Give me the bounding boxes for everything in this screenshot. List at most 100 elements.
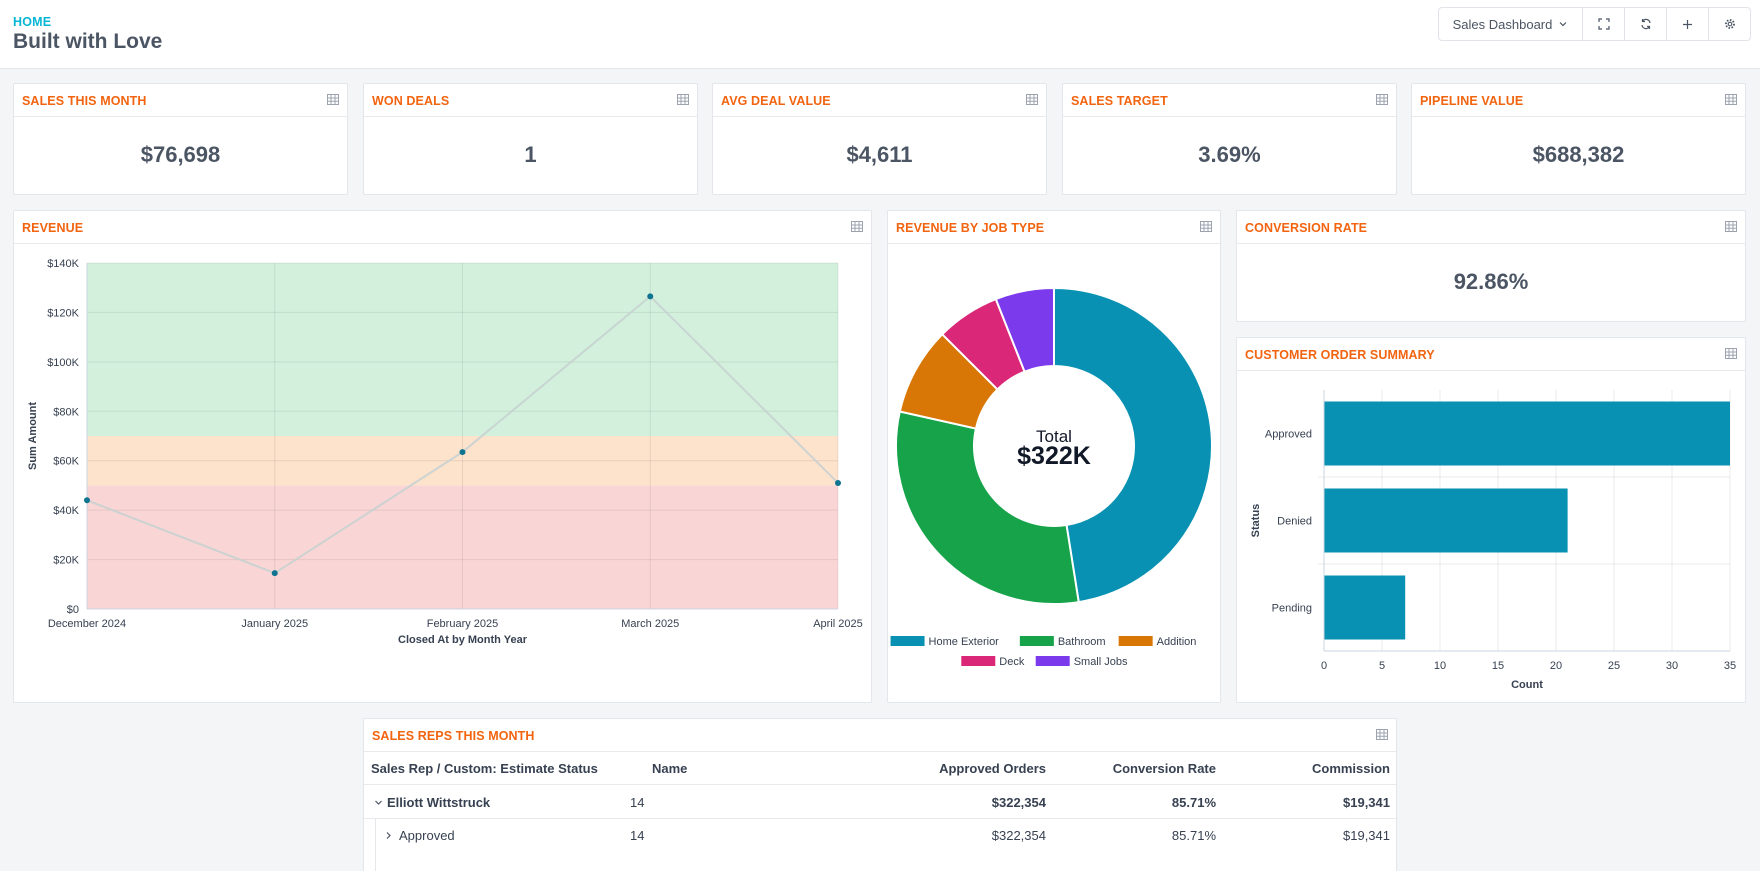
status-name: Approved bbox=[399, 828, 455, 843]
legend-label: Addition bbox=[1157, 636, 1197, 648]
card-title: CUSTOMER ORDER SUMMARY bbox=[1245, 348, 1435, 362]
x-tick-label: 0 bbox=[1321, 660, 1327, 672]
legend-swatch bbox=[1019, 636, 1054, 646]
status-bar bbox=[1324, 401, 1730, 466]
x-tick-label: 15 bbox=[1492, 660, 1504, 672]
y-tick-label: Denied bbox=[1277, 516, 1312, 528]
threshold-band bbox=[87, 263, 838, 436]
card-title: CONVERSION RATE bbox=[1245, 221, 1368, 235]
card-title: SALES REPS THIS MONTH bbox=[372, 729, 535, 743]
legend-label: Bathroom bbox=[1058, 636, 1106, 648]
chevron-right-icon[interactable] bbox=[384, 831, 393, 840]
table-header-row: Sales Rep / Custom: Estimate Status Name… bbox=[364, 752, 1396, 785]
y-tick-label: $140K bbox=[47, 258, 79, 270]
revenue-by-job-type-card: REVENUE BY JOB TYPE Total $322K Home Exter… bbox=[887, 210, 1221, 703]
table-view-icon[interactable] bbox=[1376, 729, 1388, 740]
revenue-data-point bbox=[459, 449, 466, 456]
refresh-button[interactable] bbox=[1624, 7, 1667, 41]
chevron-down-icon[interactable] bbox=[374, 798, 383, 807]
breadcrumb[interactable]: HOME bbox=[13, 15, 52, 29]
donut-slice bbox=[994, 286, 1055, 373]
y-axis-title: Sum Amount bbox=[27, 402, 39, 470]
table-row[interactable]: Elliott Wittstruck 14 $322,354 85.71% $1… bbox=[364, 785, 1396, 819]
status-approved-orders: $322,354 bbox=[991, 828, 1046, 843]
revenue-data-point bbox=[84, 497, 90, 504]
settings-button[interactable] bbox=[1708, 7, 1751, 41]
y-tick-label: $120K bbox=[47, 307, 79, 319]
rep-approved-orders: $322,354 bbox=[991, 795, 1046, 810]
x-tick-label: 30 bbox=[1666, 660, 1678, 672]
column-header[interactable]: Conversion Rate bbox=[1112, 761, 1216, 776]
kpi-value: 92.86% bbox=[1453, 269, 1529, 294]
rep-count: 14 bbox=[630, 795, 645, 810]
donut-center-label: Total bbox=[1036, 427, 1072, 446]
y-tick-label: $60K bbox=[53, 456, 79, 468]
sales-reps-card: SALES REPS THIS MONTH Sales Rep / Custom… bbox=[363, 718, 1397, 871]
revenue-data-point bbox=[647, 293, 654, 300]
y-tick-label: $80K bbox=[53, 406, 79, 418]
chevron-down-icon bbox=[1559, 22, 1567, 27]
y-axis-title: Status bbox=[1250, 504, 1262, 538]
x-tick-label: 35 bbox=[1724, 660, 1736, 672]
card-title: AVG DEAL VALUE bbox=[721, 94, 831, 108]
kpi-value: $76,698 bbox=[140, 142, 221, 167]
threshold-band bbox=[87, 436, 838, 486]
kpi-value: 3.69% bbox=[1198, 142, 1261, 167]
table-view-icon[interactable] bbox=[327, 94, 339, 105]
legend-label: Home Exterior bbox=[929, 636, 1000, 648]
y-tick-label: $20K bbox=[53, 555, 79, 567]
fullscreen-icon bbox=[1597, 18, 1610, 30]
legend-swatch bbox=[961, 656, 996, 666]
table-view-icon[interactable] bbox=[677, 94, 689, 105]
table-row[interactable]: Approved 14 $322,354 85.71% $19,341 bbox=[364, 819, 1396, 871]
column-header[interactable]: Approved Orders bbox=[939, 761, 1046, 776]
column-header[interactable]: Name bbox=[652, 761, 688, 776]
legend-label: Small Jobs bbox=[1074, 656, 1128, 668]
table-view-icon[interactable] bbox=[1200, 221, 1212, 232]
dashboard-select[interactable]: Sales Dashboard bbox=[1438, 7, 1583, 41]
table-view-icon[interactable] bbox=[1725, 94, 1737, 105]
revenue-donut-chart: Total$322K Home Exterior Bathroom Addition D… bbox=[890, 286, 1213, 668]
donut-slice bbox=[895, 410, 1080, 605]
add-button[interactable] bbox=[1666, 7, 1709, 41]
plus-icon bbox=[1683, 19, 1692, 29]
table-view-icon[interactable] bbox=[1376, 94, 1388, 105]
legend-label: Deck bbox=[999, 656, 1025, 668]
page-title: Built with Love bbox=[13, 30, 163, 53]
kpi-card-sales-this-month: SALES THIS MONTH $76,698 bbox=[13, 83, 348, 195]
revenue-data-point bbox=[835, 479, 841, 486]
card-title: SALES THIS MONTH bbox=[22, 94, 147, 108]
kpi-card-pipeline-value: PIPELINE VALUE $688,382 bbox=[1411, 83, 1746, 195]
status-bar bbox=[1324, 488, 1568, 553]
x-axis-title: Closed At by Month Year bbox=[398, 634, 528, 646]
x-axis-title: Count bbox=[1511, 679, 1543, 691]
x-tick-label: January 2025 bbox=[241, 618, 308, 630]
y-tick-label: Pending bbox=[1272, 603, 1312, 615]
kpi-value: $688,382 bbox=[1532, 142, 1625, 167]
status-commission: $19,341 bbox=[1343, 828, 1390, 843]
legend-swatch bbox=[890, 636, 925, 646]
y-tick-label: $0 bbox=[67, 604, 79, 616]
y-tick-label: Approved bbox=[1265, 429, 1312, 441]
legend-swatch bbox=[1035, 656, 1070, 666]
revenue-data-point bbox=[271, 570, 278, 577]
table-view-icon[interactable] bbox=[851, 221, 863, 232]
revenue-card: REVENUE $0 $20K $40K $60K $80K $100K $120K $140… bbox=[13, 210, 872, 703]
y-tick-label: $40K bbox=[53, 505, 79, 517]
rep-conversion-rate: 85.71% bbox=[1171, 795, 1216, 810]
column-header[interactable]: Commission bbox=[1311, 761, 1390, 776]
gear-icon bbox=[1724, 19, 1735, 29]
y-tick-label: $100K bbox=[47, 357, 79, 369]
kpi-card-won-deals: WON DEALS 1 bbox=[363, 83, 698, 195]
status-conversion-rate: 85.71% bbox=[1171, 828, 1216, 843]
table-view-icon[interactable] bbox=[1026, 94, 1038, 105]
column-header[interactable]: Sales Rep / Custom: Estimate Status bbox=[371, 761, 598, 776]
rep-name: Elliott Wittstruck bbox=[387, 795, 491, 810]
customer-order-summary-card: CUSTOMER ORDER SUMMARY 0 5 10 15 20 25 30 35 App… bbox=[1236, 337, 1746, 703]
fullscreen-button[interactable] bbox=[1582, 7, 1625, 41]
x-tick-label: 20 bbox=[1550, 660, 1562, 672]
x-tick-label: 5 bbox=[1379, 660, 1385, 672]
table-view-icon[interactable] bbox=[1725, 221, 1737, 232]
status-count: 14 bbox=[630, 828, 645, 843]
table-view-icon[interactable] bbox=[1725, 348, 1737, 359]
